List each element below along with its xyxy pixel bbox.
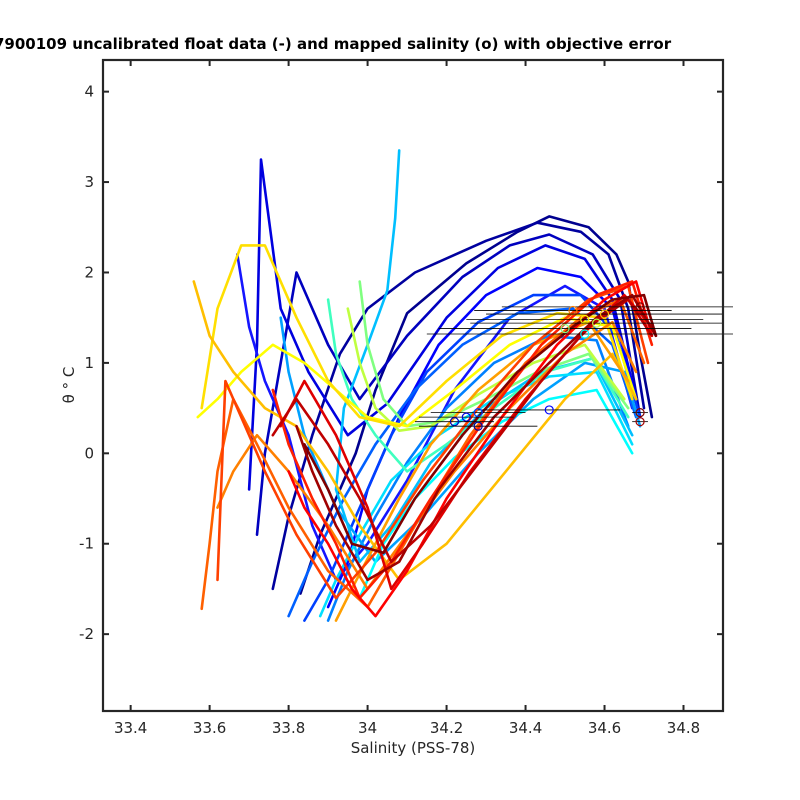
profile-line-3	[255, 233, 642, 537]
profile-line-6	[236, 253, 634, 582]
y-tick-label-1: -2	[79, 625, 94, 643]
y-tick-label-4: 1	[84, 354, 94, 372]
mapped-salinity-marker-12	[473, 421, 483, 431]
mapped-salinity-layer	[414, 302, 733, 431]
profile-line-18	[200, 244, 634, 428]
mapped-salinity-marker-6	[560, 323, 570, 334]
y-tick-label-7: 4	[84, 83, 94, 101]
profile-line-1	[299, 215, 654, 595]
profile-line-19	[192, 280, 638, 582]
mapped-salinity-marker-13	[635, 408, 645, 418]
y-tick-label-2: -1	[79, 535, 94, 553]
mapped-salinity-marker-7	[580, 329, 590, 339]
profile-line-29	[303, 293, 658, 555]
x-tick-label-5: 34.2	[430, 719, 463, 737]
x-tick-label-1: 33.4	[114, 719, 147, 737]
x-tick-label-6: 34.4	[509, 719, 542, 737]
x-tick-label-4: 34	[358, 719, 377, 737]
mapped-salinity-marker-14	[635, 417, 645, 427]
mapped-salinity-marker-8	[544, 405, 554, 415]
mapped-salinity-marker-3	[599, 309, 610, 319]
mapped-salinity-marker-5	[592, 318, 602, 328]
x-tick-label-7: 34.6	[588, 719, 621, 737]
y-tick-label-3: 0	[84, 444, 94, 462]
profile-line-2	[271, 221, 646, 591]
y-tick-label-6: 3	[84, 173, 94, 191]
profile-line-22	[200, 298, 646, 611]
series-layer	[192, 149, 658, 622]
profile-line-25	[287, 280, 654, 618]
mapped-salinity-marker-10	[461, 412, 471, 422]
x-tick-label-2: 33.6	[193, 719, 226, 737]
plot-frame	[101, 58, 725, 713]
x-tick-label-3: 33.8	[272, 719, 305, 737]
mapped-salinity-marker-11	[449, 417, 460, 427]
profile-line-5	[326, 266, 638, 609]
x-tick-label-8: 34.8	[667, 719, 700, 737]
y-axis-label: θ ° C	[60, 367, 78, 404]
y-tick-label-5: 2	[84, 263, 94, 281]
chart-title: 7900109 uncalibrated float data (-) and …	[0, 35, 672, 53]
profile-line-23	[216, 284, 650, 600]
mapped-salinity-marker-9	[473, 408, 483, 418]
x-axis-label: Salinity (PSS-78)	[351, 739, 476, 757]
profile-line-14	[326, 298, 630, 473]
profile-line-24	[271, 280, 654, 600]
